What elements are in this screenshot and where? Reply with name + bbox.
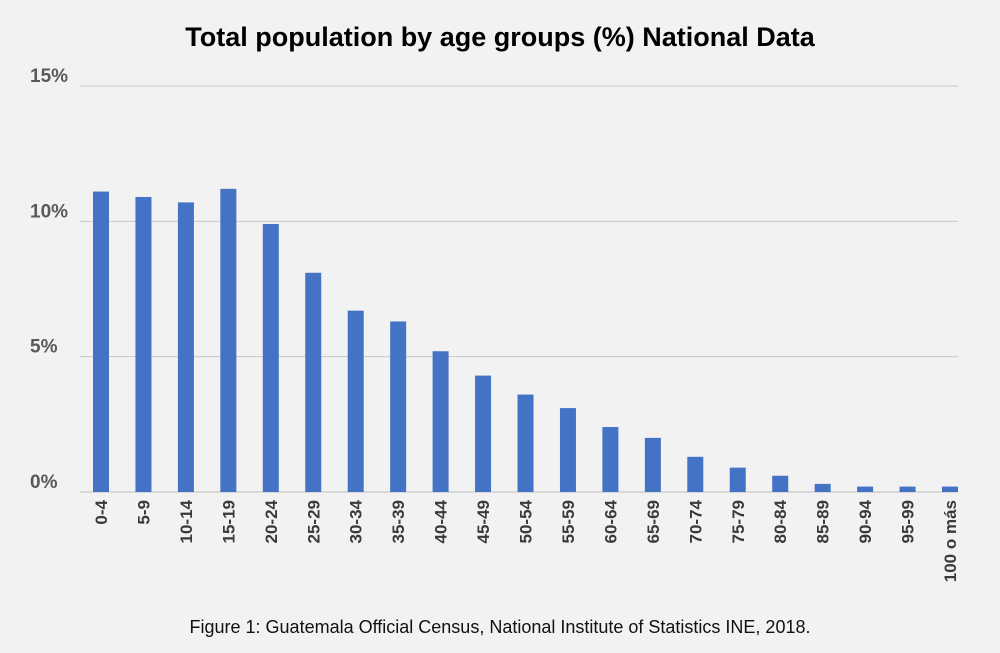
bar bbox=[517, 394, 534, 492]
x-tick-label: 10-14 bbox=[177, 499, 196, 543]
bar bbox=[602, 427, 619, 492]
bar bbox=[644, 437, 661, 492]
bar bbox=[220, 188, 237, 492]
x-tick-label: 100 o más bbox=[941, 500, 960, 582]
x-tick-label: 80-84 bbox=[771, 499, 790, 543]
x-tick-label: 95-99 bbox=[899, 500, 918, 543]
x-tick-label: 70-74 bbox=[686, 499, 705, 543]
x-tick-label: 25-29 bbox=[304, 500, 323, 543]
bar bbox=[772, 475, 789, 492]
figure-caption: Figure 1: Guatemala Official Census, Nat… bbox=[189, 617, 811, 637]
x-tick-label: 15-19 bbox=[219, 500, 238, 543]
bar bbox=[432, 351, 449, 492]
bar bbox=[347, 310, 364, 492]
bar bbox=[814, 483, 831, 492]
bar bbox=[305, 272, 322, 492]
bar bbox=[899, 486, 916, 492]
bar bbox=[177, 202, 194, 493]
bar bbox=[857, 486, 874, 492]
x-tick-label: 40-44 bbox=[432, 499, 451, 543]
bar bbox=[390, 321, 407, 492]
y-tick-label: 15% bbox=[30, 66, 68, 87]
bar bbox=[687, 456, 704, 492]
x-tick-label: 45-49 bbox=[474, 500, 493, 543]
bar bbox=[559, 408, 576, 492]
x-tick-label: 20-24 bbox=[262, 499, 281, 543]
x-tick-label: 35-39 bbox=[389, 500, 408, 543]
bar bbox=[262, 224, 279, 493]
x-tick-label: 85-89 bbox=[814, 500, 833, 543]
chart-title: Total population by age groups (%) Natio… bbox=[185, 22, 815, 52]
x-tick-label: 90-94 bbox=[856, 499, 875, 543]
y-tick-label: 5% bbox=[30, 337, 58, 358]
bar bbox=[135, 196, 152, 492]
bar bbox=[93, 191, 109, 492]
x-tick-label: 65-69 bbox=[644, 500, 663, 543]
x-tick-label: 55-59 bbox=[559, 500, 578, 543]
x-tick-label: 5-9 bbox=[134, 500, 153, 525]
x-tick-label: 60-64 bbox=[601, 499, 620, 543]
y-tick-label: 0% bbox=[30, 472, 58, 493]
bar bbox=[942, 486, 958, 492]
x-tick-label: 0-4 bbox=[92, 499, 111, 524]
y-tick-label: 10% bbox=[30, 201, 68, 222]
bar bbox=[475, 375, 492, 492]
x-tick-label: 75-79 bbox=[729, 500, 748, 543]
x-tick-label: 50-54 bbox=[517, 499, 536, 543]
bar bbox=[729, 467, 746, 492]
x-tick-label: 30-34 bbox=[347, 499, 366, 543]
